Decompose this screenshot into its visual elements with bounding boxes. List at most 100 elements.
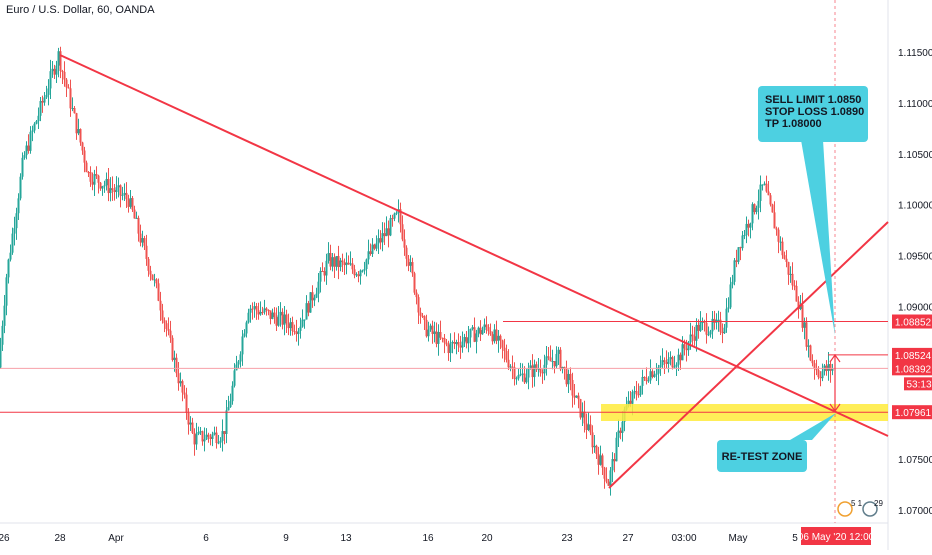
candle: [153, 273, 156, 287]
candle: [349, 251, 352, 266]
y-tick-label: 1.10000: [898, 201, 932, 212]
candle: [823, 363, 826, 376]
candle: [317, 273, 320, 303]
candle: [455, 339, 458, 355]
candle: [675, 362, 678, 377]
candle: [365, 258, 368, 277]
candle: [783, 251, 786, 260]
candle: [101, 185, 104, 196]
candle: [415, 289, 418, 305]
candle: [125, 182, 128, 209]
candle: [793, 280, 796, 291]
retest-callout-box: [717, 440, 807, 472]
current-date-label: 06 May '20 12:00: [798, 527, 875, 545]
candle: [127, 194, 130, 213]
candle: [477, 326, 480, 338]
candle: [329, 244, 332, 271]
candle: [149, 265, 152, 281]
candle: [53, 64, 56, 80]
candle: [51, 61, 54, 78]
candle: [511, 355, 514, 380]
candle: [547, 346, 550, 361]
candle: [177, 361, 180, 391]
candle: [379, 230, 382, 250]
candle: [807, 339, 810, 358]
candle: [165, 320, 168, 337]
countdown: 53:13: [904, 377, 932, 391]
candle: [427, 321, 430, 342]
candle: [799, 294, 802, 311]
candle: [363, 261, 366, 275]
candle: [757, 189, 760, 220]
candle: [159, 291, 162, 321]
candle: [769, 193, 772, 207]
candle: [167, 317, 170, 336]
candle: [507, 349, 510, 370]
candle: [765, 175, 768, 193]
candle: [195, 422, 198, 450]
candle: [571, 372, 574, 408]
candle: [113, 183, 116, 201]
candle: [613, 453, 616, 473]
candle: [667, 352, 670, 373]
candle: [85, 160, 88, 173]
candle: [271, 308, 274, 320]
price-label-text: 1.08852: [895, 318, 932, 329]
candle: [831, 363, 834, 376]
candle: [803, 317, 806, 340]
candle: [279, 302, 282, 327]
candle: [151, 274, 154, 281]
candle: [579, 398, 582, 420]
candle: [565, 360, 568, 387]
candle: [497, 329, 500, 353]
candle: [367, 239, 370, 265]
candle: [487, 324, 490, 336]
trade-callout-line: SELL LIMIT 1.0850: [765, 94, 861, 106]
x-tick-label: 26: [0, 533, 10, 544]
price-label: 1.08524: [892, 347, 932, 362]
candle: [305, 295, 308, 320]
candle: [521, 363, 524, 382]
candle: [603, 466, 606, 489]
candle: [287, 313, 290, 336]
candle: [323, 267, 326, 282]
candle: [503, 338, 506, 363]
candle: [643, 376, 646, 381]
candle: [681, 336, 684, 361]
candle: [369, 243, 372, 256]
candle: [33, 122, 36, 134]
candle: [111, 176, 114, 201]
candle: [607, 479, 610, 486]
candle: [145, 234, 148, 266]
price-label: 1.08852: [892, 314, 932, 329]
candle: [191, 417, 194, 434]
candle: [293, 324, 296, 335]
candle: [787, 261, 790, 285]
candle: [525, 369, 528, 384]
candle: [255, 303, 258, 320]
candle: [297, 327, 300, 346]
candle: [99, 181, 102, 191]
candle: [265, 307, 268, 316]
candle: [189, 416, 192, 431]
candle: [651, 369, 654, 379]
candle: [403, 229, 406, 256]
candle: [201, 430, 204, 446]
candle: [759, 175, 762, 213]
y-tick-label: 1.09500: [898, 252, 932, 263]
candle: [801, 292, 804, 332]
candle: [773, 201, 776, 229]
candle: [209, 433, 212, 446]
candle: [221, 419, 224, 452]
x-tick-label: 9: [283, 533, 289, 544]
candle: [423, 315, 426, 331]
candle: [445, 339, 448, 347]
candle: [601, 453, 604, 476]
candle: [609, 467, 612, 496]
candle: [65, 78, 68, 97]
candle: [43, 92, 46, 106]
candle: [315, 287, 318, 299]
candle: [653, 370, 656, 378]
candle: [501, 339, 504, 359]
